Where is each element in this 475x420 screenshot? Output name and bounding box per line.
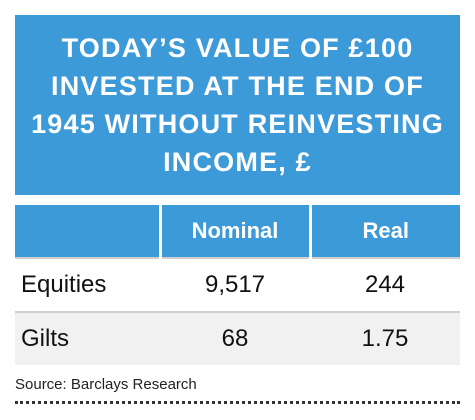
header-cell: Real <box>308 205 460 258</box>
title-box: TODAY’S VALUE OF £100 INVESTED AT THE EN… <box>15 15 460 195</box>
row-label: Equities <box>15 257 160 312</box>
header-cell <box>15 205 160 258</box>
header-cell: Nominal <box>158 205 310 258</box>
header-row: Nominal Real <box>15 205 460 258</box>
cell: 68 <box>160 311 310 365</box>
data-table: Nominal Real Equities 9,517 244 Gilts 68… <box>15 205 460 365</box>
cell: 1.75 <box>310 311 460 365</box>
row-label: Gilts <box>15 311 160 365</box>
row: Equities 9,517 244 <box>15 257 460 312</box>
cell: 9,517 <box>160 257 310 312</box>
dotted-rule <box>15 401 460 404</box>
source: Source: Barclays Research <box>15 376 197 393</box>
cell: 244 <box>310 257 460 312</box>
title: TODAY’S VALUE OF £100 INVESTED AT THE EN… <box>31 33 444 177</box>
row: Gilts 68 1.75 <box>15 311 460 365</box>
